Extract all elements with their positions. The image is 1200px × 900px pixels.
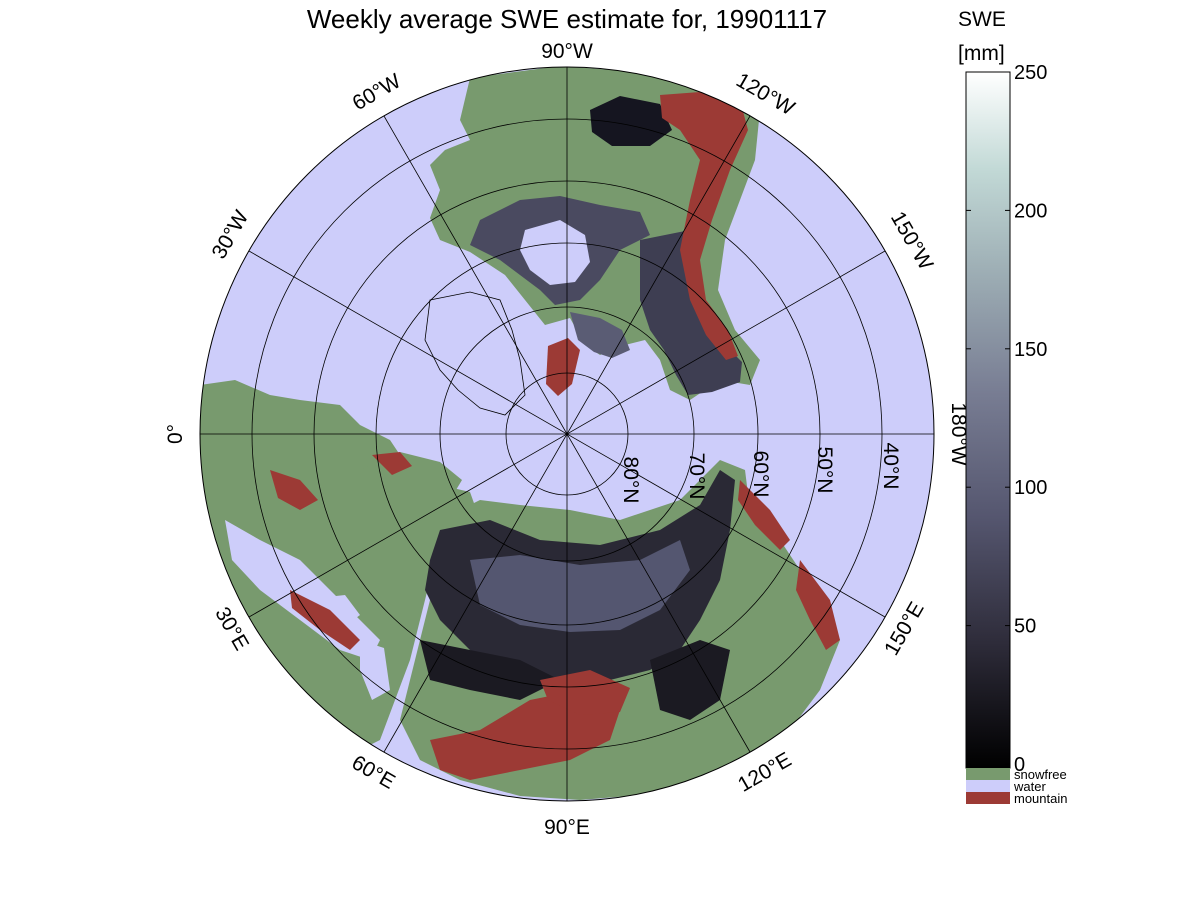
siberia-snow-core: [470, 540, 690, 632]
colorbar-tick-label-100: 100: [1014, 477, 1047, 499]
colorbar-tick-label-50: 50: [1014, 616, 1036, 638]
colorbar-tick-label-0: 0: [1014, 754, 1025, 776]
colorbar-tick-label-200: 200: [1014, 200, 1047, 222]
category-swatch-snowfree: [966, 768, 1010, 780]
central-asia-snow: [420, 640, 560, 700]
caspian-sea: [360, 640, 390, 700]
lon-label-60e: 60°E: [348, 751, 399, 794]
caucasus-mountain: [290, 590, 360, 650]
lon-label-180w: 180°W: [947, 402, 970, 465]
colorbar-tick-label-150: 150: [1014, 339, 1047, 361]
north-america-snow: [640, 230, 742, 395]
lon-label-90w: 90°W: [541, 40, 593, 63]
east-siberia-mountain: [738, 480, 790, 550]
colorbar-label-line1: SWE: [958, 8, 1006, 31]
graticule: [200, 67, 934, 801]
greenland-mountain: [546, 338, 580, 396]
map-title: Weekly average SWE estimate for, 1990111…: [307, 4, 827, 34]
tibet-mountain: [540, 670, 630, 715]
lon-label-0: 0°: [164, 424, 187, 444]
alps-mountain: [270, 470, 318, 510]
lat-label-60n: 60°N: [749, 451, 772, 498]
hudson-bay-area: [520, 220, 590, 285]
category-label-mountain: mountain: [1014, 791, 1067, 806]
map-disk: [200, 67, 934, 801]
alaska-snow: [590, 96, 672, 146]
category-label-snowfree: snowfree: [1014, 767, 1067, 782]
lon-label-150w: 150°W: [886, 208, 938, 274]
arctic-ocean-center: [518, 405, 620, 480]
colorbar-ticks: 0 50 100 150 200 250: [966, 62, 1047, 776]
kamchatka-mountain: [796, 560, 840, 650]
colorbar-gradient: [965, 71, 1011, 769]
himalaya-mountain: [430, 690, 620, 780]
scandinavia-mountain: [372, 452, 412, 475]
greenland: [424, 291, 526, 416]
latitude-labels: 80°N 70°N 60°N 50°N 40°N: [619, 443, 902, 504]
lat-label-40n: 40°N: [879, 443, 902, 490]
map-boundary: [199, 66, 935, 802]
lon-label-90e: 90°E: [544, 816, 590, 839]
category-label-water: water: [1013, 779, 1046, 794]
colorbar-label-line2: [mm]: [958, 42, 1005, 65]
lat-label-80n: 80°N: [619, 457, 642, 504]
category-swatch-water: [966, 780, 1010, 792]
category-swatch-mountain: [966, 792, 1010, 804]
lat-label-70n: 70°N: [685, 453, 708, 500]
canadian-arctic-islands: [570, 312, 630, 358]
east-asia-snow: [650, 640, 730, 720]
colorbar-tick-label-250: 250: [1014, 62, 1047, 84]
lon-label-60w: 60°W: [349, 69, 405, 115]
rockies-mountain: [660, 92, 748, 360]
lat-label-50n: 50°N: [813, 447, 836, 494]
meridian-150w-30e: [248, 250, 886, 618]
